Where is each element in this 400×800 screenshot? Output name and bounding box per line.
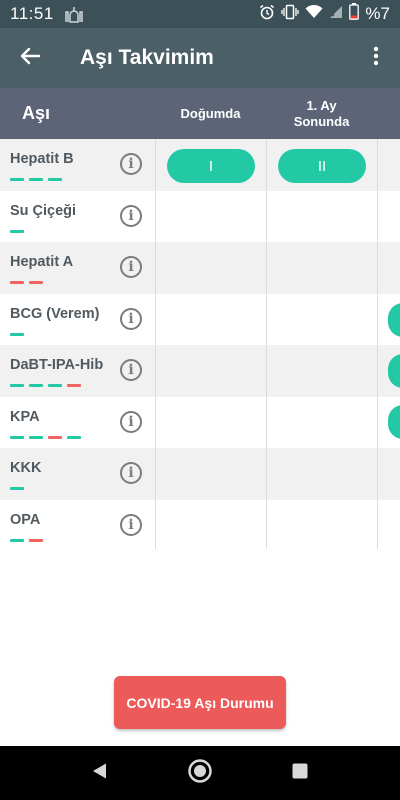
more-options-button[interactable]	[352, 28, 400, 88]
dose-dash	[29, 178, 43, 181]
more-vertical-icon	[373, 46, 379, 71]
vaccine-name: KKK	[10, 460, 42, 476]
vaccine-name: KPA	[10, 408, 40, 425]
nav-back-button[interactable]	[70, 746, 130, 800]
dose-dash	[29, 435, 43, 439]
vaccine-name: BCG (Verem)	[10, 305, 100, 322]
vaccine-row-kkk[interactable]: KKK i	[0, 448, 400, 500]
dose-dash	[10, 281, 24, 284]
nav-recents-button[interactable]	[270, 746, 330, 800]
dose-dash	[29, 281, 43, 284]
dose-dash	[67, 435, 81, 439]
dose-pill-hepatit-b-birth[interactable]: I	[167, 149, 255, 183]
dose-dash	[10, 435, 24, 439]
info-icon[interactable]: i	[120, 256, 142, 278]
dose-indicator	[10, 281, 43, 284]
navigation-bar	[0, 746, 400, 800]
dose-dash	[10, 487, 24, 490]
table-header: Aşı Doğumda 1. Ay Sonunda	[0, 88, 400, 139]
back-triangle-icon	[91, 762, 109, 785]
status-time: 11:51	[10, 4, 54, 23]
dose-pill-kpa-partial[interactable]	[388, 405, 400, 439]
page-title: Aşı Takvimim	[80, 46, 214, 69]
dose-pill-dabt-partial[interactable]	[388, 354, 400, 388]
column-divider	[377, 139, 378, 549]
vaccine-name: Hepatit B	[10, 151, 74, 167]
mosque-icon	[64, 5, 84, 23]
dose-dash	[10, 384, 24, 387]
vaccine-row-kpa[interactable]: KPA i	[0, 397, 400, 449]
header-vaccine: Aşı	[22, 103, 51, 123]
dose-dash	[29, 384, 43, 387]
info-icon[interactable]: i	[120, 359, 142, 381]
dose-indicator	[10, 487, 24, 490]
battery-icon	[349, 3, 360, 25]
dose-indicator	[10, 332, 24, 336]
dose-dash	[10, 229, 24, 233]
vaccine-name: Hepatit A	[10, 254, 74, 270]
recents-square-icon	[291, 762, 309, 785]
header-col-birth: Doğumda	[180, 105, 241, 121]
app-bar: Aşı Takvimim	[0, 28, 400, 88]
vaccine-list: Hepatit B i Su Çiçeği i Hepatit A i BC	[0, 139, 400, 551]
battery-percent: %7	[365, 4, 390, 23]
back-button[interactable]	[0, 28, 60, 88]
vaccine-name: DaBT-IPA-Hib	[10, 357, 104, 373]
vaccine-row-bcg[interactable]: BCG (Verem) i	[0, 294, 400, 346]
column-divider	[266, 139, 267, 549]
vibrate-icon	[281, 4, 300, 25]
dose-pill-hepatit-b-month1[interactable]: II	[278, 149, 366, 183]
dose-indicator	[10, 538, 43, 542]
home-circle-icon	[187, 758, 213, 789]
dose-indicator	[10, 178, 62, 181]
vaccine-row-hepatit-a[interactable]: Hepatit A i	[0, 242, 400, 294]
wifi-icon	[305, 4, 323, 24]
signal-icon	[329, 4, 343, 24]
arrow-left-icon	[20, 47, 41, 70]
info-icon[interactable]: i	[120, 410, 142, 433]
dose-indicator	[10, 435, 81, 439]
info-icon[interactable]: i	[120, 153, 142, 175]
dose-dash	[48, 178, 62, 181]
dose-dash	[10, 538, 24, 542]
dose-dash	[67, 384, 81, 387]
nav-home-button[interactable]	[170, 746, 230, 800]
dose-indicator	[10, 229, 24, 233]
header-col-month1: 1. Ay Sonunda	[293, 97, 350, 129]
vaccine-row-su-cicegi[interactable]: Su Çiçeği i	[0, 191, 400, 243]
status-bar: 11:51 %7	[0, 0, 400, 28]
info-icon[interactable]: i	[120, 513, 142, 536]
covid-vaccine-status-button[interactable]: COVID-19 Aşı Durumu	[114, 676, 286, 729]
alarm-icon	[259, 4, 275, 25]
vaccine-name: Su Çiçeği	[10, 202, 77, 219]
status-icons: %7	[259, 3, 390, 25]
column-divider	[155, 139, 156, 549]
dose-dash	[10, 332, 24, 336]
vaccine-name: OPA	[10, 511, 41, 528]
dose-pill-bcg-partial[interactable]	[388, 303, 400, 337]
dose-dash	[10, 178, 24, 181]
dose-dash	[29, 538, 43, 542]
dose-indicator	[10, 384, 81, 387]
info-icon[interactable]: i	[120, 307, 142, 330]
vaccine-row-opa[interactable]: OPA i	[0, 500, 400, 552]
dose-dash	[48, 384, 62, 387]
dose-dash	[48, 435, 62, 439]
info-icon[interactable]: i	[120, 462, 142, 484]
info-icon[interactable]: i	[120, 204, 142, 227]
vaccine-row-dabt-ipa-hib[interactable]: DaBT-IPA-Hib i	[0, 345, 400, 397]
